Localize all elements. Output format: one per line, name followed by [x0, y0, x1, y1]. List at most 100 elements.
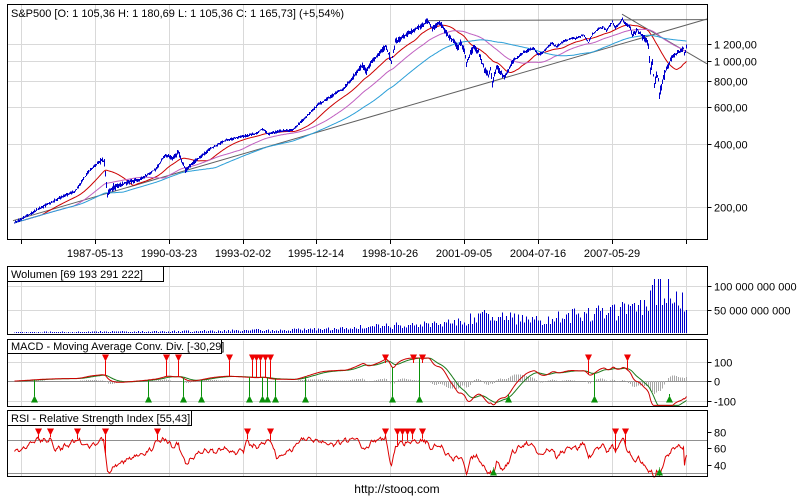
support-trendline [12, 18, 708, 222]
price-axis-label: 1 000,00 [714, 57, 757, 69]
buy-arrow-icon [666, 395, 673, 403]
x-axis-date-label: 1987-05-13 [67, 248, 123, 260]
buy-arrow-icon [246, 395, 253, 403]
sell-arrow-icon [226, 354, 233, 362]
sell-arrow-icon [267, 428, 274, 436]
buy-arrow-icon [31, 395, 38, 403]
macd-panel-border [7, 339, 708, 407]
price-grid [8, 5, 707, 240]
sell-arrow-icon [47, 428, 54, 436]
buy-arrow-icon [302, 395, 309, 403]
volume-axis-label: 100 000 000 000 [714, 282, 797, 294]
sell-arrow-icon [175, 354, 182, 362]
macd-panel-title: MACD - Moving Average Conv. Div. [-30,29… [11, 341, 224, 353]
rsi-axis-label: 60 [714, 444, 726, 456]
sell-arrow-icon [257, 354, 264, 362]
buy-arrow-icon [389, 395, 396, 403]
sell-arrow-icon [404, 428, 411, 436]
sell-arrow-icon [585, 354, 592, 362]
macd-title-box [7, 339, 222, 354]
sell-arrow-icon [419, 354, 426, 362]
stooq-link[interactable]: http://stooq.com [354, 482, 439, 496]
price-axis-label: 800,00 [714, 77, 748, 89]
ma-mid-line [14, 28, 687, 224]
x-axis-date-label: 1990-03-23 [141, 248, 197, 260]
volume-bars [14, 278, 687, 333]
volume-grid [8, 267, 707, 334]
rsi-title-box [7, 410, 192, 426]
sell-arrow-icon [410, 354, 417, 362]
sell-arrow-icon [244, 428, 251, 436]
sell-arrow-icon [624, 354, 631, 362]
sell-arrow-icon [163, 354, 170, 362]
macd-histogram [28, 374, 687, 395]
macd-axis-label: -100 [714, 397, 736, 409]
sell-arrow-icon [622, 428, 629, 436]
sell-arrow-icon [382, 428, 389, 436]
ma-slow-line [14, 34, 687, 224]
buy-arrow-icon [272, 395, 279, 403]
sell-arrow-icon [399, 428, 406, 436]
buy-arrow-icon [180, 395, 187, 403]
sell-arrow-icon [419, 428, 426, 436]
macd-line [14, 357, 687, 406]
volume-title-box [7, 266, 164, 282]
sell-arrow-icon [74, 428, 81, 436]
x-axis-date-label: 2001-09-05 [436, 248, 492, 260]
x-axis-date-label: 1998-10-26 [362, 248, 418, 260]
buy-arrow-icon [490, 468, 497, 476]
price-candles [14, 17, 687, 224]
buy-arrow-icon [656, 468, 663, 476]
sell-arrow-icon [262, 354, 269, 362]
price-axis-label: 400,00 [714, 140, 748, 152]
buy-arrow-icon [416, 395, 423, 403]
rsi-grid [8, 411, 707, 476]
volume-panel-border [7, 266, 708, 335]
buy-arrow-icon [198, 395, 205, 403]
price-panel-border [7, 4, 708, 240]
x-axis-date-label: 2004-07-16 [510, 248, 566, 260]
buy-arrow-icon [145, 395, 152, 403]
x-axis-date-label: 1995-12-14 [288, 248, 344, 260]
sell-arrow-icon [154, 428, 161, 436]
rsi-axis-label: 80 [714, 428, 726, 440]
macd-axis-label: 0 [714, 377, 720, 389]
axis-labels: 1 200,00 1 000,00 800,00 600,00 400,00 200,00… [21, 40, 797, 473]
price-axis-label: 200,00 [714, 203, 748, 215]
volume-panel-title: Wolumen [69 193 291 222] [11, 269, 143, 281]
sell-arrow-icon [102, 354, 109, 362]
buy-arrow-icon [264, 395, 271, 403]
sell-arrow-icon [35, 428, 42, 436]
sell-arrow-icon [267, 354, 274, 362]
resistance-trendline [424, 19, 709, 22]
macd-series [14, 357, 687, 406]
sell-arrow-icon [409, 428, 416, 436]
price-axis-label: 1 200,00 [714, 40, 757, 52]
price-moving-averages [14, 24, 687, 224]
macd-signal-arrows [31, 354, 673, 403]
candlestick-series [14, 17, 687, 224]
buy-arrow-icon [259, 395, 266, 403]
rsi-panel-border [7, 410, 708, 477]
price-panel-title: S&P500 [O: 1 105,36 H: 1 180,69 L: 1 105… [11, 8, 344, 20]
sell-arrow-icon [382, 354, 389, 362]
volume-series [14, 278, 687, 333]
rsi-axis-label: 40 [714, 461, 726, 473]
macd-axis-label: 100 [714, 358, 732, 370]
price-axis-label: 600,00 [714, 103, 748, 115]
sell-arrow-icon [102, 428, 109, 436]
sell-arrow-icon [612, 428, 619, 436]
buy-arrow-icon [591, 395, 598, 403]
volume-axis-label: 50 000 000 000 [714, 306, 790, 318]
rsi-signal-arrows [35, 428, 663, 476]
sell-arrow-icon [394, 428, 401, 436]
rsi-panel-title: RSI - Relative Strength Index [55,43] [11, 413, 190, 425]
buy-arrow-icon [505, 395, 512, 403]
x-axis-date-label: 1993-02-02 [215, 248, 271, 260]
price-trendlines [12, 13, 709, 222]
x-axis-date-label: 2007-05-29 [584, 248, 640, 260]
rsi-series [14, 435, 687, 478]
rsi-line [14, 435, 687, 478]
